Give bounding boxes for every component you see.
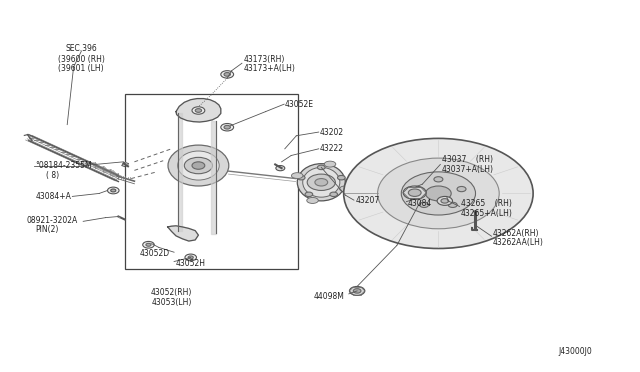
Circle shape	[317, 165, 325, 170]
Circle shape	[403, 186, 426, 199]
Text: 43222: 43222	[320, 144, 344, 153]
Text: 43207: 43207	[355, 196, 380, 205]
Text: 43265+A(LH): 43265+A(LH)	[461, 209, 513, 218]
Text: 43052H: 43052H	[176, 259, 206, 268]
Ellipse shape	[178, 151, 220, 180]
Ellipse shape	[291, 173, 303, 179]
Bar	[125, 94, 298, 269]
Circle shape	[111, 189, 116, 192]
Circle shape	[307, 174, 335, 190]
Ellipse shape	[168, 145, 229, 186]
Circle shape	[408, 189, 421, 196]
Circle shape	[330, 192, 337, 196]
Text: PIN(2): PIN(2)	[35, 225, 59, 234]
Ellipse shape	[303, 167, 340, 197]
Circle shape	[426, 186, 451, 201]
Ellipse shape	[340, 186, 351, 192]
Text: SEC.396: SEC.396	[65, 44, 97, 53]
Text: 43037+A(LH): 43037+A(LH)	[442, 165, 493, 174]
Text: 43262AA(LH): 43262AA(LH)	[493, 238, 543, 247]
Circle shape	[108, 187, 119, 194]
Circle shape	[305, 192, 313, 196]
Circle shape	[448, 202, 457, 208]
Circle shape	[353, 289, 361, 293]
Text: 43084: 43084	[408, 199, 432, 208]
Text: 43173(RH): 43173(RH)	[243, 55, 285, 64]
Text: °08184-2355M: °08184-2355M	[35, 161, 92, 170]
Circle shape	[337, 176, 345, 180]
Circle shape	[192, 162, 205, 169]
Text: 43037    (RH): 43037 (RH)	[442, 155, 493, 164]
Text: 08921-3202A: 08921-3202A	[27, 216, 78, 225]
Bar	[122, 162, 129, 167]
Circle shape	[143, 241, 154, 248]
Text: 43265    (RH): 43265 (RH)	[461, 199, 511, 208]
Circle shape	[185, 254, 196, 261]
Polygon shape	[178, 113, 182, 231]
Text: 44098M: 44098M	[314, 292, 344, 301]
Circle shape	[276, 166, 285, 171]
Text: 43084+A: 43084+A	[35, 192, 71, 201]
Circle shape	[188, 256, 193, 259]
Text: J43000J0: J43000J0	[558, 347, 592, 356]
Circle shape	[195, 109, 202, 112]
Text: 43173+A(LH): 43173+A(LH)	[243, 64, 295, 73]
Circle shape	[401, 172, 476, 215]
Text: (39600 (RH): (39600 (RH)	[58, 55, 105, 64]
Circle shape	[315, 179, 328, 186]
Text: 43202: 43202	[320, 128, 344, 137]
Circle shape	[224, 73, 230, 76]
Polygon shape	[211, 121, 216, 234]
Circle shape	[420, 202, 429, 208]
Circle shape	[146, 243, 151, 246]
Text: 43053(LH): 43053(LH)	[151, 298, 192, 307]
Circle shape	[349, 286, 365, 295]
Circle shape	[437, 196, 452, 205]
Ellipse shape	[297, 164, 346, 201]
Ellipse shape	[307, 198, 318, 203]
Ellipse shape	[324, 161, 336, 167]
Text: 43052(RH): 43052(RH)	[151, 288, 192, 296]
Text: ( 8): ( 8)	[46, 171, 60, 180]
Circle shape	[192, 107, 205, 114]
Circle shape	[184, 157, 212, 174]
Text: (39601 (LH): (39601 (LH)	[58, 64, 104, 73]
Circle shape	[221, 71, 234, 78]
Text: 43052E: 43052E	[285, 100, 314, 109]
Circle shape	[457, 186, 466, 192]
Polygon shape	[168, 226, 198, 241]
Circle shape	[224, 125, 230, 129]
Circle shape	[344, 138, 533, 248]
Circle shape	[411, 186, 420, 192]
Text: 43262A(RH): 43262A(RH)	[493, 229, 540, 238]
Circle shape	[441, 199, 449, 203]
Circle shape	[298, 176, 305, 180]
Polygon shape	[176, 99, 221, 122]
Circle shape	[221, 124, 234, 131]
Text: 43052D: 43052D	[140, 249, 170, 258]
Circle shape	[434, 177, 443, 182]
Circle shape	[378, 158, 499, 229]
